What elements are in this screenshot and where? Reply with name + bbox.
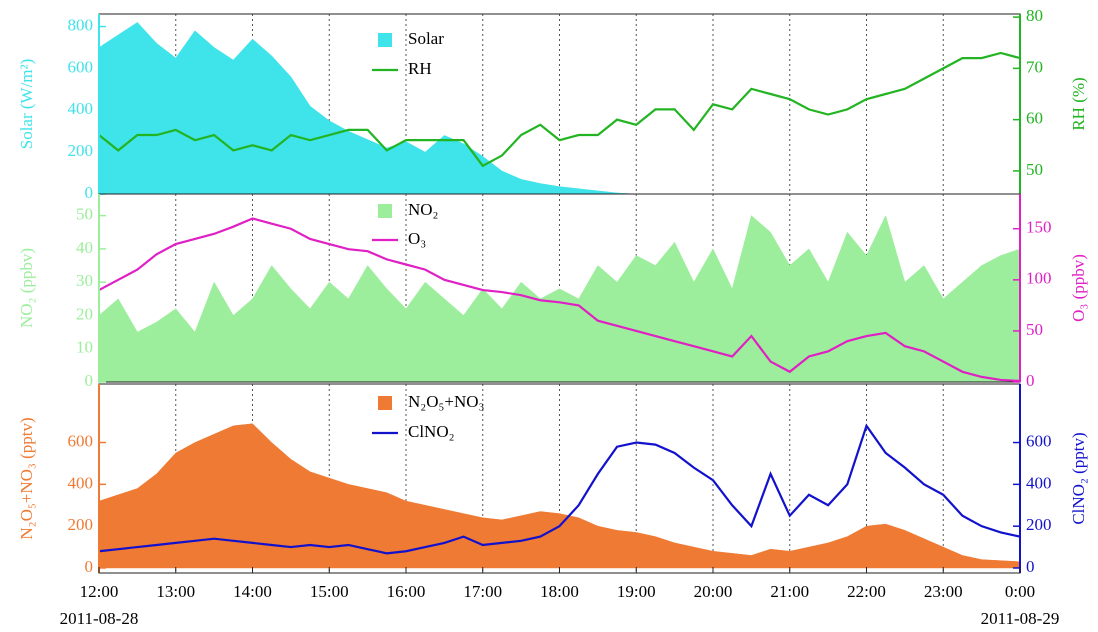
x-tick-label: 19:00 bbox=[617, 582, 656, 601]
x-tick-label: 17:00 bbox=[463, 582, 502, 601]
y-tick-label: 10 bbox=[76, 338, 93, 357]
y-tick-label: 0 bbox=[85, 557, 94, 576]
y2-tick-label: 50 bbox=[1026, 160, 1043, 179]
legend-label: ClNO₂ bbox=[408, 422, 455, 441]
legend-swatch bbox=[378, 204, 392, 218]
y-tick-label: 0 bbox=[85, 183, 94, 202]
y2-tick-label: 0 bbox=[1026, 557, 1035, 576]
legend-swatch bbox=[378, 396, 392, 410]
y2-axis-label: ClNO₂ (pptv) bbox=[1069, 432, 1088, 524]
y2-axis-label: RH (%) bbox=[1069, 77, 1088, 130]
y2-tick-label: 100 bbox=[1026, 269, 1052, 288]
x-tick-label: 22:00 bbox=[847, 582, 886, 601]
y-axis-label: NO₂ (ppbv) bbox=[17, 248, 36, 328]
x-tick-label: 21:00 bbox=[770, 582, 809, 601]
y-tick-label: 400 bbox=[68, 473, 94, 492]
legend-label: O₃ bbox=[408, 229, 426, 248]
y2-axis-label: O₃ (ppbv) bbox=[1069, 254, 1088, 322]
x-tick-label: 18:00 bbox=[540, 582, 579, 601]
x-tick-label: 16:00 bbox=[387, 582, 426, 601]
y-tick-label: 30 bbox=[76, 271, 93, 290]
x-tick-label: 15:00 bbox=[310, 582, 349, 601]
y-tick-label: 0 bbox=[85, 371, 94, 390]
area bbox=[98, 214, 1021, 383]
y2-tick-label: 600 bbox=[1026, 431, 1052, 450]
y-axis-label: N₂O₅+NO₃ (pptv) bbox=[17, 417, 36, 539]
y2-tick-label: 60 bbox=[1026, 109, 1043, 128]
date-label: 2011-08-28 bbox=[60, 609, 139, 628]
line bbox=[98, 51, 1021, 168]
area bbox=[98, 22, 1020, 195]
y-tick-label: 200 bbox=[68, 515, 94, 534]
legend-swatch bbox=[378, 33, 392, 47]
y2-tick-label: 150 bbox=[1026, 218, 1052, 237]
y-tick-label: 600 bbox=[68, 57, 94, 76]
y-tick-label: 600 bbox=[68, 431, 94, 450]
x-tick-label: 0:00 bbox=[1005, 582, 1035, 601]
legend-label: RH bbox=[408, 59, 432, 78]
y2-tick-label: 80 bbox=[1026, 6, 1043, 25]
y2-tick-label: 200 bbox=[1026, 515, 1052, 534]
y-tick-label: 200 bbox=[68, 141, 94, 160]
x-tick-label: 13:00 bbox=[156, 582, 195, 601]
y2-tick-label: 50 bbox=[1026, 320, 1043, 339]
y2-tick-label: 400 bbox=[1026, 473, 1052, 492]
y-tick-label: 800 bbox=[68, 15, 94, 34]
y2-tick-label: 70 bbox=[1026, 57, 1043, 76]
line bbox=[98, 217, 1021, 383]
legend-label: N₂O₅+NO₃ bbox=[408, 392, 485, 411]
y-tick-label: 20 bbox=[76, 304, 93, 323]
legend-label: NO₂ bbox=[408, 200, 438, 219]
y-tick-label: 40 bbox=[76, 238, 93, 257]
y-tick-label: 50 bbox=[76, 205, 93, 224]
legend-label: Solar bbox=[408, 29, 444, 48]
date-label: 2011-08-29 bbox=[981, 609, 1060, 628]
x-tick-label: 12:00 bbox=[80, 582, 119, 601]
x-tick-label: 14:00 bbox=[233, 582, 272, 601]
y-tick-label: 400 bbox=[68, 99, 94, 118]
x-tick-label: 20:00 bbox=[694, 582, 733, 601]
y2-tick-label: 0 bbox=[1026, 371, 1035, 390]
line bbox=[98, 423, 1021, 555]
x-tick-label: 23:00 bbox=[924, 582, 963, 601]
y-axis-label: Solar (W/m²) bbox=[17, 59, 36, 150]
